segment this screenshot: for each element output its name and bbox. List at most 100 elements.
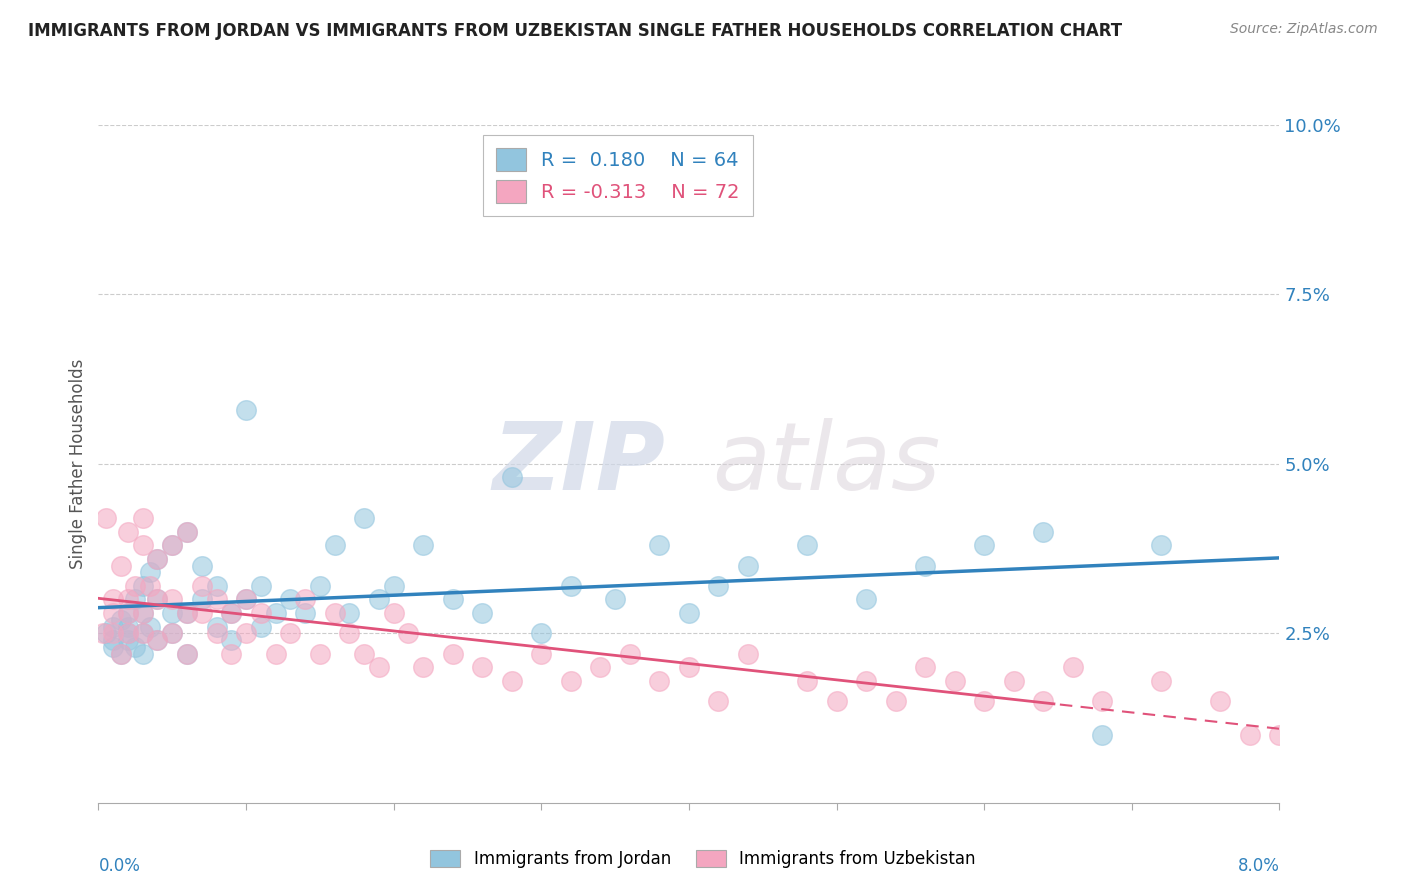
Point: [162, 592, 183, 607]
Point: [560, 673, 582, 688]
Legend: R =  0.180    N = 64, R = -0.313    N = 72: R = 0.180 N = 64, R = -0.313 N = 72: [482, 135, 754, 217]
Point: [619, 647, 641, 661]
Point: [103, 626, 124, 640]
Point: [737, 558, 759, 573]
Point: [973, 694, 995, 708]
Point: [146, 551, 169, 566]
Point: [205, 579, 228, 593]
Point: [162, 626, 183, 640]
Point: [176, 606, 198, 620]
Point: [132, 538, 155, 552]
Point: [103, 633, 124, 648]
Point: [278, 592, 301, 607]
Point: [146, 592, 169, 607]
Point: [103, 640, 124, 654]
Point: [132, 626, 155, 640]
Point: [367, 592, 389, 607]
Point: [146, 633, 169, 648]
Point: [471, 660, 494, 674]
Point: [94, 626, 117, 640]
Point: [124, 579, 146, 593]
Point: [412, 660, 434, 674]
Point: [191, 579, 214, 593]
Point: [1091, 694, 1114, 708]
Point: [308, 579, 332, 593]
Point: [94, 511, 117, 525]
Point: [648, 538, 671, 552]
Point: [117, 633, 139, 648]
Point: [117, 524, 139, 539]
Point: [235, 402, 257, 417]
Text: 8.0%: 8.0%: [1237, 857, 1279, 875]
Point: [176, 524, 198, 539]
Point: [139, 619, 162, 633]
Point: [396, 626, 419, 640]
Text: 0.0%: 0.0%: [98, 857, 141, 875]
Point: [605, 592, 627, 607]
Point: [264, 647, 287, 661]
Point: [176, 524, 198, 539]
Point: [353, 647, 375, 661]
Point: [1268, 728, 1291, 742]
Point: [412, 538, 434, 552]
Point: [1239, 728, 1261, 742]
Point: [117, 606, 139, 620]
Point: [796, 538, 818, 552]
Point: [367, 660, 389, 674]
Point: [219, 606, 242, 620]
Point: [1032, 524, 1054, 539]
Point: [1209, 694, 1232, 708]
Point: [1062, 660, 1084, 674]
Text: Source: ZipAtlas.com: Source: ZipAtlas.com: [1230, 22, 1378, 37]
Point: [132, 647, 155, 661]
Point: [235, 592, 257, 607]
Point: [132, 606, 155, 620]
Point: [219, 633, 242, 648]
Point: [103, 606, 124, 620]
Point: [278, 626, 301, 640]
Point: [162, 626, 183, 640]
Point: [1150, 538, 1173, 552]
Point: [235, 592, 257, 607]
Point: [337, 606, 360, 620]
Point: [1002, 673, 1025, 688]
Point: [124, 640, 146, 654]
Point: [110, 647, 132, 661]
Point: [1032, 694, 1054, 708]
Text: ZIP: ZIP: [492, 417, 665, 510]
Point: [117, 626, 139, 640]
Point: [191, 606, 214, 620]
Point: [146, 551, 169, 566]
Point: [103, 619, 124, 633]
Point: [103, 592, 124, 607]
Point: [323, 538, 346, 552]
Point: [678, 660, 700, 674]
Point: [205, 626, 228, 640]
Point: [117, 592, 139, 607]
Point: [308, 647, 332, 661]
Point: [294, 592, 316, 607]
Point: [132, 579, 155, 593]
Y-axis label: Single Father Households: Single Father Households: [69, 359, 87, 569]
Point: [589, 660, 612, 674]
Point: [176, 606, 198, 620]
Point: [1150, 673, 1173, 688]
Point: [124, 592, 146, 607]
Point: [707, 579, 730, 593]
Text: atlas: atlas: [713, 418, 941, 509]
Point: [146, 592, 169, 607]
Point: [176, 647, 198, 661]
Point: [91, 626, 114, 640]
Point: [855, 592, 877, 607]
Point: [250, 606, 273, 620]
Point: [146, 633, 169, 648]
Point: [235, 626, 257, 640]
Point: [117, 619, 139, 633]
Point: [825, 694, 848, 708]
Point: [353, 511, 375, 525]
Point: [323, 606, 346, 620]
Point: [884, 694, 907, 708]
Point: [139, 566, 162, 580]
Point: [648, 673, 671, 688]
Point: [162, 538, 183, 552]
